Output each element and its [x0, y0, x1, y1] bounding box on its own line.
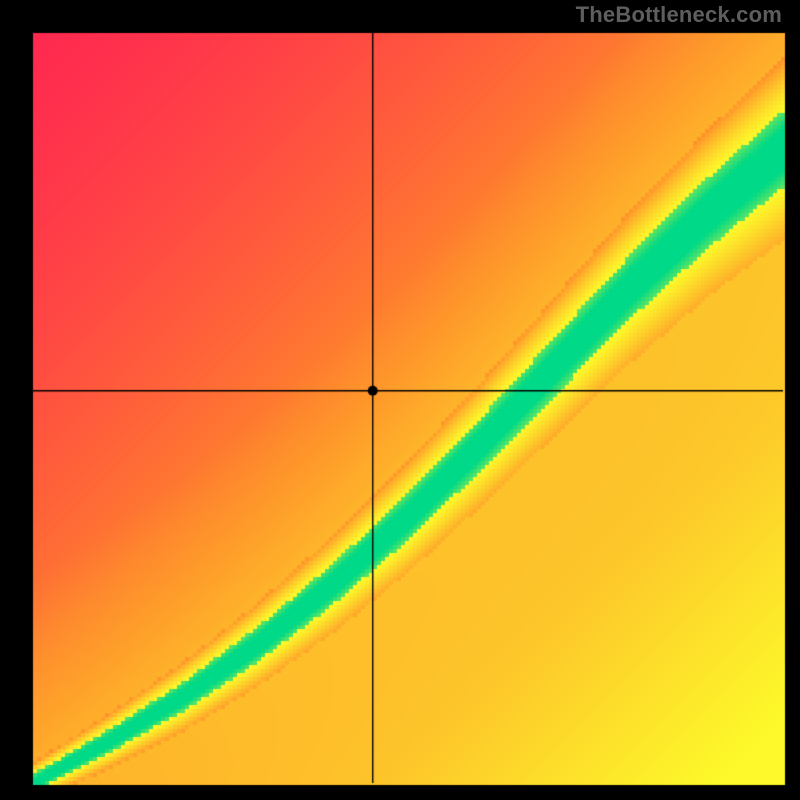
heatmap-canvas: [0, 0, 800, 800]
chart-container: TheBottleneck.com: [0, 0, 800, 800]
watermark-text: TheBottleneck.com: [576, 2, 782, 28]
